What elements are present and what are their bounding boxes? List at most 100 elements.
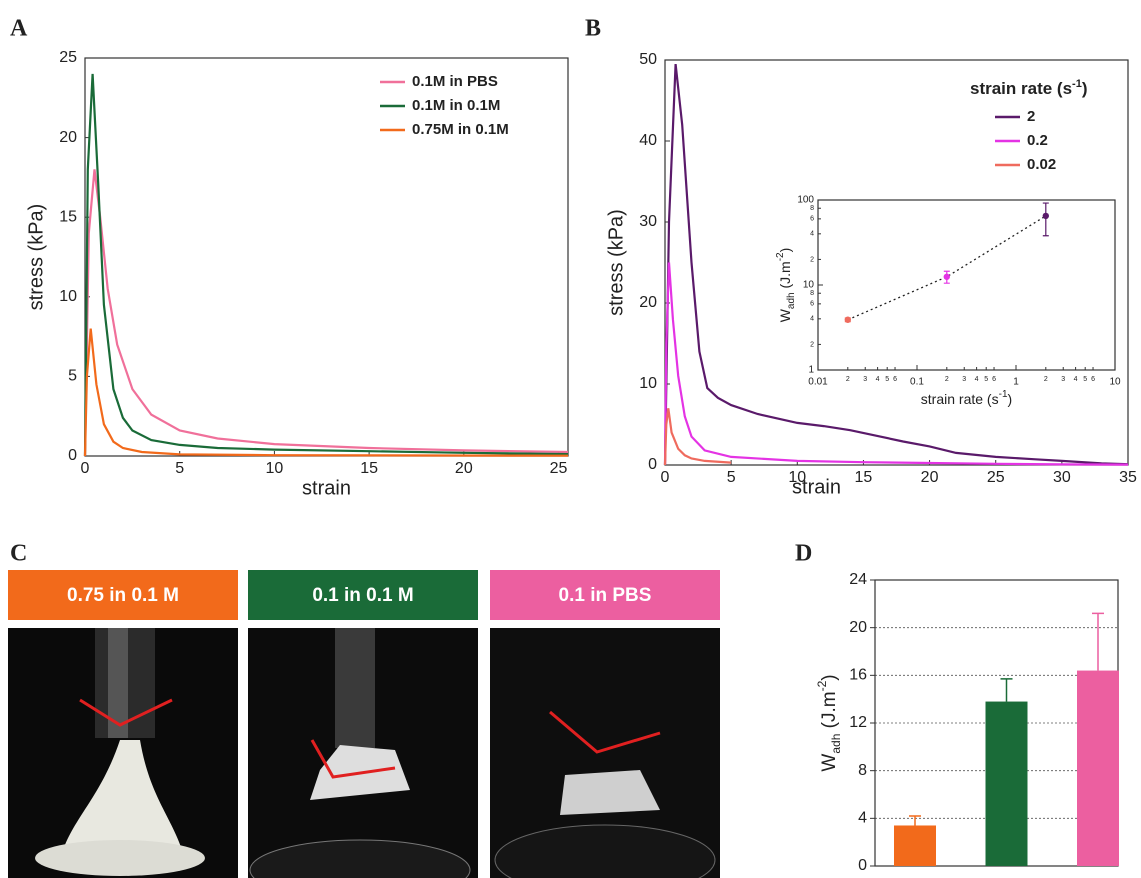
- x-tick-label: 15: [855, 469, 873, 486]
- y-tick-label: 4: [810, 316, 814, 323]
- y-axis-label: stress (kPa): [25, 204, 47, 311]
- caption-box: [490, 570, 720, 620]
- x-tick-label: 6: [992, 376, 996, 383]
- inset-bg: [818, 200, 1115, 370]
- x-tick-label: 1: [1013, 377, 1019, 388]
- y-axis-label: Wadh (J.m-2): [815, 674, 843, 771]
- y-axis-label-part: -2: [815, 680, 829, 691]
- y-tick-label: 10: [803, 280, 815, 291]
- bar: [1077, 670, 1119, 866]
- y-tick-label: 10: [59, 288, 77, 305]
- x-tick-label: 10: [788, 469, 806, 486]
- x-tick-label: 5: [1083, 376, 1087, 383]
- y-axis-label-part: -2: [775, 252, 786, 261]
- plot-frame: [664, 59, 1129, 466]
- legend-title-part: -1: [1072, 78, 1082, 90]
- y-tick-label: 8: [858, 762, 867, 779]
- data-line: [663, 262, 1129, 466]
- legend-title: strain rate (s-1): [970, 78, 1088, 99]
- y-tick-label: 30: [639, 213, 657, 230]
- x-tick-label: 6: [893, 376, 897, 383]
- y-tick-label: 20: [639, 294, 657, 311]
- error-bar: [1000, 678, 1013, 702]
- legend-title-part: strain rate (s: [970, 79, 1072, 98]
- legend-label: 0.02: [1027, 156, 1056, 173]
- x-axis-label-part: ): [1008, 391, 1013, 407]
- legend-label: 0.1M in 0.1M: [412, 97, 500, 114]
- y-tick-label: 0: [648, 456, 657, 473]
- y-tick-label: 24: [849, 571, 867, 588]
- legend-label: 0.1M in PBS: [412, 73, 498, 90]
- photo: [8, 628, 238, 878]
- error-bar: [909, 815, 921, 826]
- photo: [490, 628, 720, 878]
- y-axis-label-part: W: [819, 754, 840, 772]
- legend-title-part: ): [1082, 79, 1088, 98]
- y-tick-label: 40: [639, 132, 657, 149]
- x-tick-label: 15: [360, 460, 378, 477]
- legend-label: 2: [1027, 108, 1035, 125]
- y-tick-label: 0: [68, 447, 77, 464]
- y-tick-label: 4: [858, 810, 867, 827]
- panel-label: A: [10, 16, 28, 42]
- data-line: [83, 73, 569, 457]
- data-point: [844, 316, 852, 323]
- panel-label: D: [795, 541, 812, 567]
- x-tick-label: 3: [863, 376, 867, 383]
- x-tick-label: 0: [661, 469, 670, 486]
- x-tick-label: 2: [945, 376, 949, 383]
- y-tick-label: 50: [639, 51, 657, 68]
- caption: 0.1 in PBS: [559, 585, 652, 606]
- y-tick-label: 20: [59, 129, 77, 146]
- x-tick-label: 20: [921, 469, 939, 486]
- fit-line: [847, 215, 1047, 321]
- y-axis-label-part: ): [777, 248, 793, 253]
- caption-box: [248, 570, 478, 620]
- error-bar: [1042, 202, 1049, 237]
- plot-frame: [84, 57, 569, 457]
- y-tick-label: 6: [810, 216, 814, 223]
- x-tick-label: 4: [975, 376, 979, 383]
- x-tick-label: 25: [987, 469, 1005, 486]
- y-tick-label: 16: [849, 667, 867, 684]
- panel-label: B: [585, 16, 601, 42]
- x-axis-label-part: strain rate (s: [921, 391, 999, 407]
- y-axis-label-part: (J.m: [777, 261, 793, 292]
- y-tick-label: 4: [810, 231, 814, 238]
- x-tick-label: 10: [266, 460, 284, 477]
- y-axis-label-part: W: [777, 308, 793, 322]
- x-tick-label: 4: [876, 376, 880, 383]
- y-tick-label: 15: [59, 208, 77, 225]
- x-tick-label: 25: [550, 460, 568, 477]
- x-tick-label: 3: [1061, 376, 1065, 383]
- x-tick-label: 35: [1119, 469, 1137, 486]
- error-bar: [1092, 612, 1104, 671]
- x-axis-label: strain: [302, 477, 351, 499]
- x-tick-label: 0.01: [808, 377, 828, 388]
- x-tick-label: 2: [1044, 376, 1048, 383]
- y-tick-label: 6: [810, 301, 814, 308]
- y-tick-label: 1: [808, 365, 814, 376]
- data-line: [83, 328, 569, 457]
- x-tick-label: 2: [846, 376, 850, 383]
- y-axis-label: stress (kPa): [605, 209, 627, 316]
- y-tick-label: 2: [810, 256, 814, 263]
- y-tick-label: 2: [810, 341, 814, 348]
- x-tick-label: 4: [1074, 376, 1078, 383]
- x-tick-label: 5: [885, 376, 889, 383]
- x-axis-label: strain: [792, 476, 841, 498]
- x-tick-label: 0: [81, 460, 90, 477]
- y-axis-label-part: adh: [786, 292, 797, 309]
- y-axis-label-part: ): [819, 674, 840, 680]
- y-axis-label-part: adh: [829, 734, 843, 754]
- caption-box: [8, 570, 238, 620]
- y-axis-label-part: (J.m: [819, 691, 840, 733]
- y-tick-label: 12: [849, 714, 867, 731]
- y-tick-label: 8: [810, 205, 814, 212]
- x-tick-label: 20: [455, 460, 473, 477]
- photo: [248, 628, 478, 878]
- bar: [985, 701, 1028, 866]
- y-axis-label: Wadh (J.m-2): [775, 248, 797, 323]
- y-tick-label: 20: [849, 619, 867, 636]
- data-line: [663, 63, 1129, 466]
